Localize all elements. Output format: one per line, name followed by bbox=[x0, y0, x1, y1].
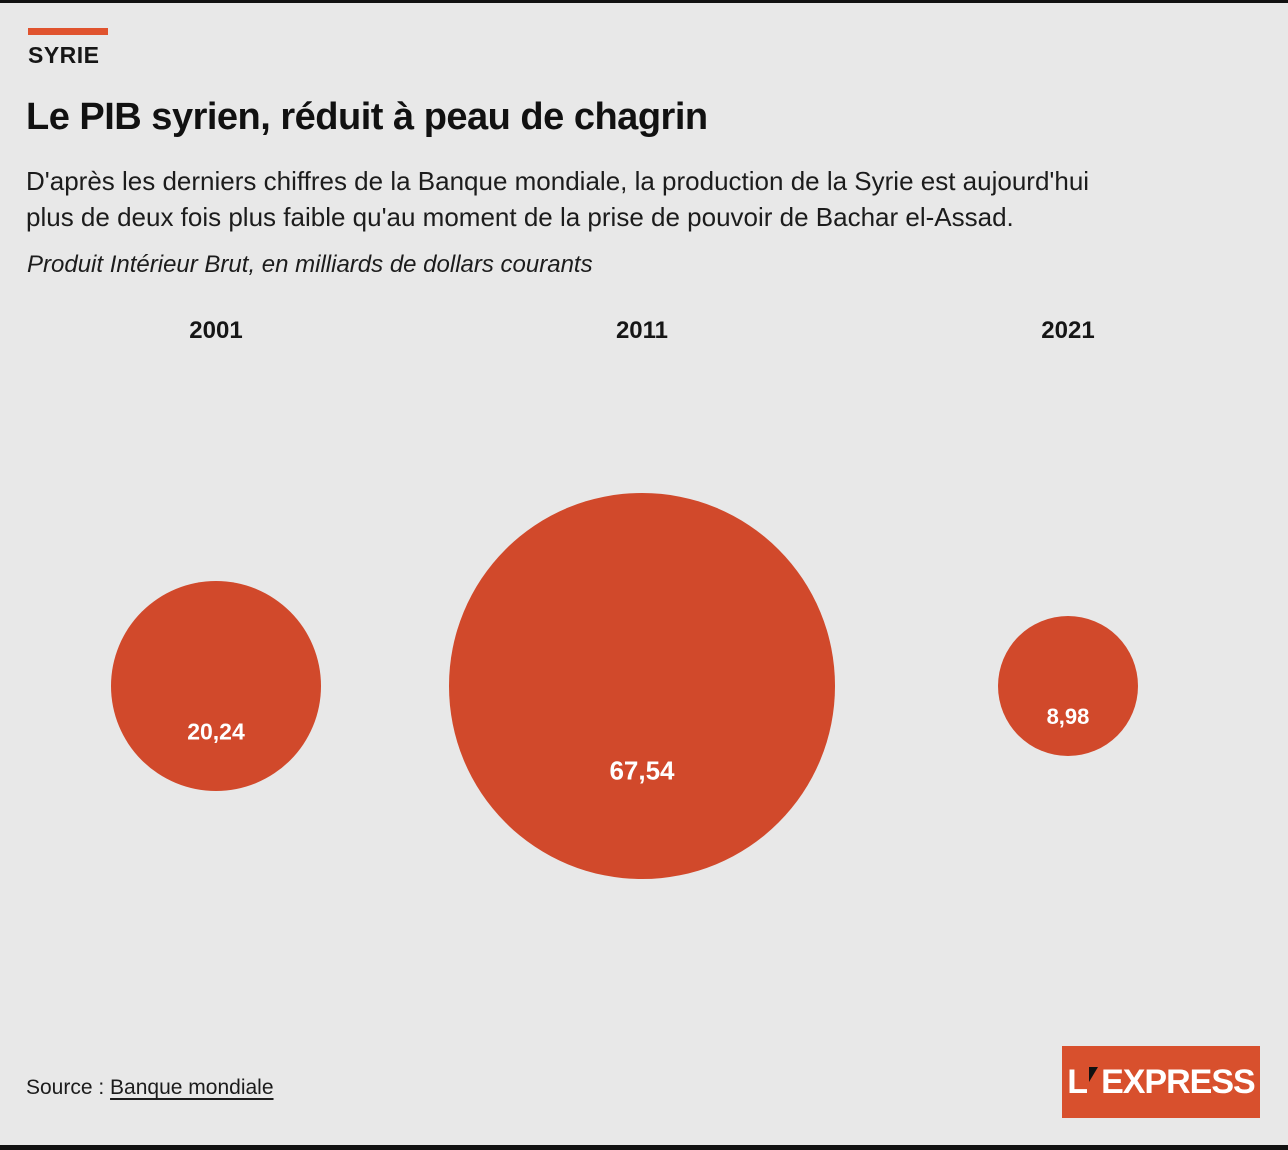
page-title: Le PIB syrien, réduit à peau de chagrin bbox=[26, 96, 708, 138]
bubble-value-2001: 20,24 bbox=[187, 718, 245, 745]
lexpress-logo-text: L EXPRESS bbox=[1067, 1062, 1256, 1102]
bottom-border-bar bbox=[0, 1145, 1288, 1150]
source-prefix: Source : bbox=[26, 1076, 111, 1099]
year-label-2021: 2021 bbox=[1041, 317, 1095, 344]
source-line: Source : Banque mondiale bbox=[26, 1076, 274, 1100]
subtitle-line-2: plus de deux fois plus faible qu'au mome… bbox=[26, 202, 1014, 232]
source-link[interactable]: Banque mondiale bbox=[110, 1076, 274, 1099]
bubble-value-2021: 8,98 bbox=[1046, 703, 1090, 729]
logo-letters-express: EXPRESS bbox=[1101, 1062, 1256, 1101]
bubble-2001: 20,24 bbox=[110, 580, 322, 792]
kicker-accent-bar bbox=[28, 28, 108, 35]
year-label-2001: 2001 bbox=[189, 317, 243, 344]
bubble-2021: 8,98 bbox=[997, 615, 1139, 757]
subtitle-line-1: D'après les derniers chiffres de la Banq… bbox=[26, 166, 1090, 196]
top-border-bar bbox=[0, 0, 1288, 3]
bubble-value-2011: 67,54 bbox=[609, 755, 675, 786]
kicker-label: SYRIE bbox=[28, 42, 100, 68]
logo-letter-l: L bbox=[1067, 1062, 1088, 1101]
bubble-2011: 67,54 bbox=[449, 493, 835, 879]
logo-apostrophe-wedge bbox=[1089, 1066, 1099, 1082]
unit-note: Produit Intérieur Brut, en milliards de … bbox=[27, 251, 593, 278]
year-label-2011: 2011 bbox=[615, 317, 669, 344]
lexpress-logo: L EXPRESS bbox=[1062, 1046, 1260, 1118]
